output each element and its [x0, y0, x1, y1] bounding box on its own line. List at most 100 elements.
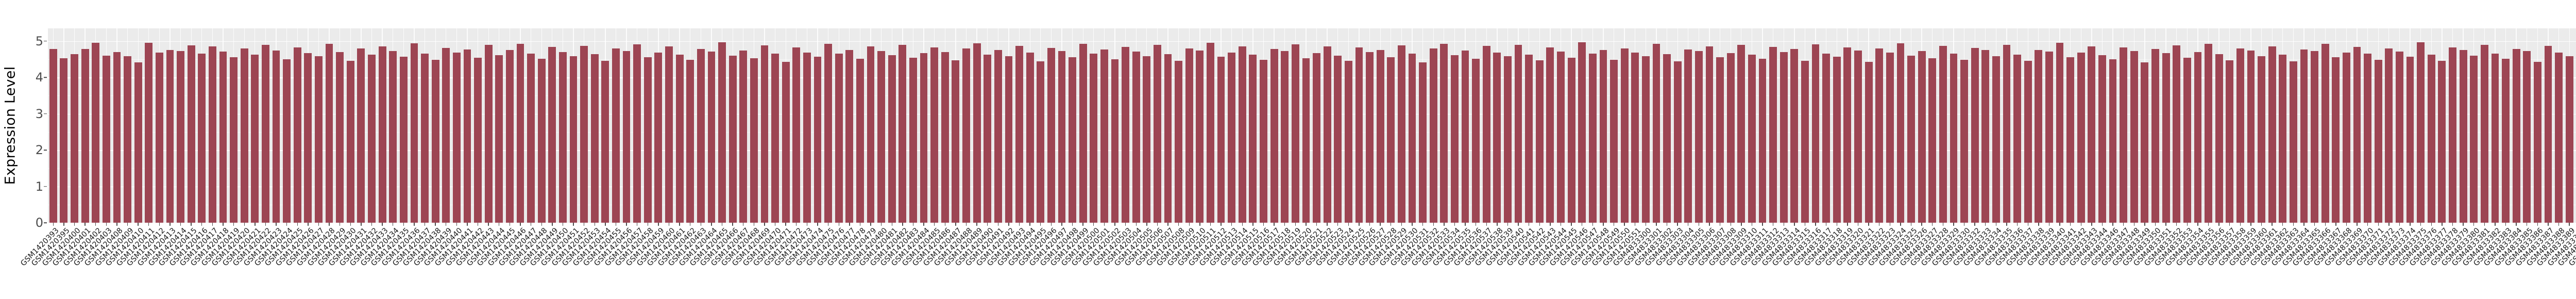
bar[interactable] — [1291, 44, 1299, 223]
bar[interactable] — [845, 49, 854, 223]
bar[interactable] — [1950, 53, 1958, 223]
bar[interactable] — [1238, 46, 1246, 223]
bar[interactable] — [2480, 45, 2488, 223]
bar[interactable] — [1249, 55, 1257, 223]
bar[interactable] — [1461, 51, 1469, 223]
bar[interactable] — [452, 52, 461, 223]
bar[interactable] — [49, 49, 57, 223]
bar[interactable] — [484, 45, 493, 223]
bar[interactable] — [771, 53, 779, 223]
bar[interactable] — [1270, 49, 1278, 223]
bar[interactable] — [1620, 48, 1629, 223]
bar[interactable] — [920, 53, 928, 223]
bar[interactable] — [2098, 55, 2106, 223]
bar[interactable] — [1748, 55, 1756, 223]
bar[interactable] — [1175, 60, 1183, 223]
bar[interactable] — [1663, 54, 1671, 223]
bar[interactable] — [824, 43, 833, 223]
bar[interactable] — [984, 54, 992, 223]
bar[interactable] — [1652, 44, 1660, 223]
bar[interactable] — [527, 53, 535, 223]
bar[interactable] — [888, 55, 896, 223]
bar[interactable] — [877, 51, 886, 223]
bar[interactable] — [707, 52, 716, 223]
bar[interactable] — [2215, 54, 2223, 223]
bar[interactable] — [1047, 48, 1055, 223]
bar[interactable] — [2109, 59, 2117, 223]
bar[interactable] — [1493, 53, 1501, 223]
bar[interactable] — [251, 55, 259, 223]
bar[interactable] — [633, 44, 641, 223]
bar[interactable] — [2438, 60, 2446, 223]
bar[interactable] — [1705, 46, 1714, 223]
bar[interactable] — [283, 59, 291, 223]
bar[interactable] — [590, 54, 599, 223]
bar[interactable] — [2088, 46, 2096, 223]
bar[interactable] — [1684, 49, 1692, 223]
bar[interactable] — [728, 55, 737, 223]
bar[interactable] — [1758, 59, 1767, 223]
bar[interactable] — [166, 49, 174, 223]
bar[interactable] — [1631, 52, 1639, 223]
bar[interactable] — [1005, 56, 1013, 223]
bar[interactable] — [941, 52, 949, 223]
bar[interactable] — [1588, 53, 1597, 223]
bar[interactable] — [792, 47, 801, 223]
bar[interactable] — [856, 59, 864, 223]
bar[interactable] — [1313, 53, 1320, 223]
bar[interactable] — [2183, 58, 2191, 223]
bar[interactable] — [495, 55, 503, 223]
bar[interactable] — [1132, 52, 1140, 223]
bar[interactable] — [1865, 61, 1873, 223]
bar[interactable] — [580, 45, 588, 223]
bar[interactable] — [2427, 54, 2435, 223]
bar[interactable] — [835, 54, 843, 223]
bar[interactable] — [1525, 54, 1533, 223]
bar[interactable] — [177, 51, 184, 223]
bar[interactable] — [2035, 49, 2043, 223]
bar[interactable] — [2045, 52, 2053, 223]
bar[interactable] — [240, 48, 248, 223]
bar[interactable] — [1960, 60, 1968, 223]
bar[interactable] — [2013, 54, 2021, 223]
bar[interactable] — [1090, 53, 1098, 223]
bar[interactable] — [1514, 44, 1522, 223]
bar[interactable] — [1822, 54, 1831, 223]
bar[interactable] — [1694, 51, 1703, 223]
bar[interactable] — [930, 47, 939, 223]
bar[interactable] — [389, 51, 397, 223]
bar[interactable] — [1567, 58, 1575, 223]
bar[interactable] — [1419, 62, 1427, 223]
bar[interactable] — [198, 53, 206, 223]
bar[interactable] — [2502, 58, 2510, 223]
bar[interactable] — [1037, 61, 1045, 223]
bar[interactable] — [2321, 43, 2329, 223]
bar[interactable] — [2003, 44, 2011, 223]
bar[interactable] — [760, 45, 769, 223]
bar[interactable] — [814, 56, 822, 223]
bar[interactable] — [1408, 54, 1416, 223]
bar[interactable] — [537, 58, 546, 223]
bar[interactable] — [909, 58, 917, 223]
bar[interactable] — [516, 43, 524, 223]
bar[interactable] — [474, 58, 482, 223]
bar[interactable] — [2279, 55, 2287, 223]
bar[interactable] — [718, 42, 726, 223]
bar[interactable] — [601, 60, 609, 223]
bar[interactable] — [1344, 61, 1352, 223]
bar[interactable] — [1886, 53, 1894, 223]
bar[interactable] — [2406, 56, 2414, 223]
bar[interactable] — [994, 50, 1002, 223]
bar[interactable] — [1472, 58, 1480, 223]
bar[interactable] — [2268, 46, 2276, 223]
bar[interactable] — [1228, 52, 1236, 223]
bar[interactable] — [2396, 52, 2403, 223]
bar[interactable] — [368, 54, 376, 223]
bar[interactable] — [739, 51, 748, 223]
bar[interactable] — [1281, 51, 1289, 223]
bar[interactable] — [2385, 48, 2393, 223]
bar[interactable] — [1737, 45, 1745, 223]
bar[interactable] — [1599, 50, 1607, 223]
bar[interactable] — [304, 53, 312, 223]
bar[interactable] — [2555, 52, 2563, 223]
